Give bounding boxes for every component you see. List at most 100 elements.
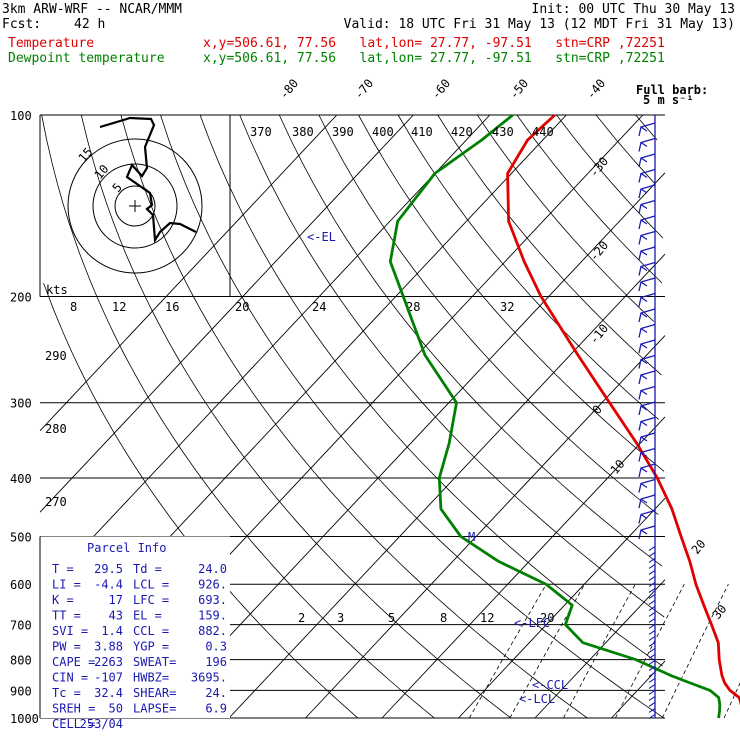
wind-barb bbox=[638, 122, 656, 137]
parcel-row-value: 29.5 bbox=[94, 562, 123, 576]
mixing-ratio-5 bbox=[563, 584, 636, 719]
dry-adiabat-380 bbox=[516, 114, 663, 284]
wind-barb bbox=[638, 292, 656, 307]
model-title: 3km ARW-WRF -- NCAR/MMM bbox=[2, 2, 183, 17]
hodograph-ring-1 bbox=[114, 185, 156, 227]
dry-adiabat-label-290: 290 bbox=[45, 349, 67, 363]
isotherm-label--50: -50 bbox=[507, 76, 532, 102]
mixing-ratio-8 bbox=[615, 584, 685, 719]
parcel-info-box bbox=[40, 536, 230, 718]
parcel-row-value2: 926. bbox=[198, 578, 227, 592]
wind-barb-low bbox=[648, 690, 656, 695]
parcel-row-label: T = bbox=[52, 562, 74, 576]
isotherm--30 bbox=[305, 335, 666, 719]
wind-barb-low bbox=[648, 546, 656, 551]
dry-adiabat-340 bbox=[358, 114, 665, 472]
dry-adiabat-350 bbox=[397, 114, 660, 420]
parcel-row-value2: 882. bbox=[198, 624, 227, 638]
barb-key-title: Full barb: bbox=[636, 83, 708, 97]
m-label: M bbox=[468, 530, 475, 544]
parcel-row-label: K = bbox=[52, 593, 74, 607]
mixing-ratio-label-8: 8 bbox=[440, 611, 447, 625]
temperature-line bbox=[506, 113, 740, 706]
mixing-ratio-label-5: 5 bbox=[388, 611, 395, 625]
wind-barb-low bbox=[648, 552, 656, 557]
forecast-hour: 42 h bbox=[74, 17, 106, 32]
wind-barb-low bbox=[648, 672, 656, 677]
wind-barb bbox=[638, 215, 656, 230]
parcel-row-label: CELL = bbox=[52, 717, 95, 731]
wind-barb-low bbox=[648, 588, 656, 593]
isotherm--20 bbox=[381, 416, 666, 719]
isotherm--100 bbox=[39, 114, 338, 432]
valid-time: Valid: 18 UTC Fri 31 May 13 (12 MDT Fri … bbox=[343, 17, 735, 32]
temperature-location: x,y=506.61, 77.56 lat,lon= 27.77, -97.51… bbox=[203, 36, 665, 51]
wind-barb-low bbox=[648, 612, 656, 617]
parcel-row-value2: 693. bbox=[198, 593, 227, 607]
wind-barb-low bbox=[648, 666, 656, 671]
parcel-row-label2: HWBZ= bbox=[133, 671, 169, 685]
hodograph-speed-label-32: 32 bbox=[500, 300, 514, 314]
wind-barb-low bbox=[648, 654, 656, 659]
wind-barb bbox=[638, 277, 656, 292]
lfc-label: <-LFC bbox=[514, 616, 550, 630]
isotherm--10 bbox=[458, 498, 666, 719]
wind-barb bbox=[638, 308, 656, 323]
dry-adiabat-290 bbox=[160, 114, 665, 719]
pressure-label-300: 300 bbox=[10, 397, 32, 411]
wind-barb bbox=[638, 339, 656, 354]
parcel-row-label: Tc = bbox=[52, 686, 81, 700]
wind-barb bbox=[638, 525, 656, 540]
dry-adiabat-310 bbox=[239, 114, 665, 618]
isotherm-label--20: -20 bbox=[587, 238, 612, 264]
parcel-row-label2: Td = bbox=[133, 562, 162, 576]
wind-barb bbox=[638, 401, 656, 416]
dry-adiabat-360 bbox=[437, 114, 662, 376]
pressure-label-800: 800 bbox=[10, 654, 32, 668]
wind-barb bbox=[638, 168, 656, 183]
theta-label-440: 440 bbox=[532, 125, 554, 139]
dewpoint-location: x,y=506.61, 77.56 lat,lon= 27.77, -97.51… bbox=[203, 51, 665, 66]
dry-adiabat-410 bbox=[635, 114, 658, 141]
dry-adiabat-270 bbox=[80, 114, 512, 719]
parcel-row-label2: EL = bbox=[133, 609, 162, 623]
dry-adiabat-400 bbox=[595, 114, 656, 184]
pressure-label-600: 600 bbox=[10, 578, 32, 592]
dry-adiabat-280 bbox=[120, 114, 588, 719]
mixing-ratio-label-12: 12 bbox=[480, 611, 494, 625]
parcel-row-value2: 6.9 bbox=[205, 702, 227, 716]
hodograph-trace bbox=[99, 116, 197, 244]
dry-adiabat-label-270: 270 bbox=[45, 495, 67, 509]
wind-barb-low bbox=[648, 582, 656, 587]
wind-barb-low bbox=[648, 684, 656, 689]
ccl-label: <-CCL bbox=[532, 678, 568, 692]
dry-adiabat-370 bbox=[476, 114, 655, 322]
isotherm-label--60: -60 bbox=[429, 76, 454, 102]
theta-label-420: 420 bbox=[451, 125, 473, 139]
hodograph-speed-label-20: 20 bbox=[235, 300, 249, 314]
parcel-row-value: -4.4 bbox=[94, 578, 123, 592]
pressure-label-200: 200 bbox=[10, 291, 32, 305]
parcel-row-value2: 159. bbox=[198, 609, 227, 623]
wind-barb-low bbox=[648, 678, 656, 683]
parcel-row-label2: LCL = bbox=[133, 578, 169, 592]
isotherm-label--40: -40 bbox=[584, 76, 609, 102]
parcel-row-label: PW = bbox=[52, 640, 81, 654]
wind-barb bbox=[638, 199, 656, 214]
parcel-row-value2: 0.3 bbox=[205, 640, 227, 654]
parcel-row-value: 253/04 bbox=[80, 717, 123, 731]
hodograph-ring-3 bbox=[67, 138, 203, 274]
wind-barb-low bbox=[648, 714, 656, 719]
parcel-row-label: TT = bbox=[52, 609, 81, 623]
el-label: <-EL bbox=[307, 230, 336, 244]
wind-barb-low bbox=[648, 558, 656, 563]
hodograph-ring-label-15: 15 bbox=[76, 145, 96, 165]
wind-barb bbox=[638, 230, 656, 245]
isotherm--80 bbox=[39, 114, 491, 594]
hodograph-unit-label: kts bbox=[46, 283, 68, 297]
dry-adiabat-260 bbox=[41, 114, 435, 719]
parcel-row-label2: SWEAT= bbox=[133, 655, 176, 669]
theta-label-370: 370 bbox=[250, 125, 272, 139]
mixing-ratio-label-20: 20 bbox=[540, 611, 554, 625]
